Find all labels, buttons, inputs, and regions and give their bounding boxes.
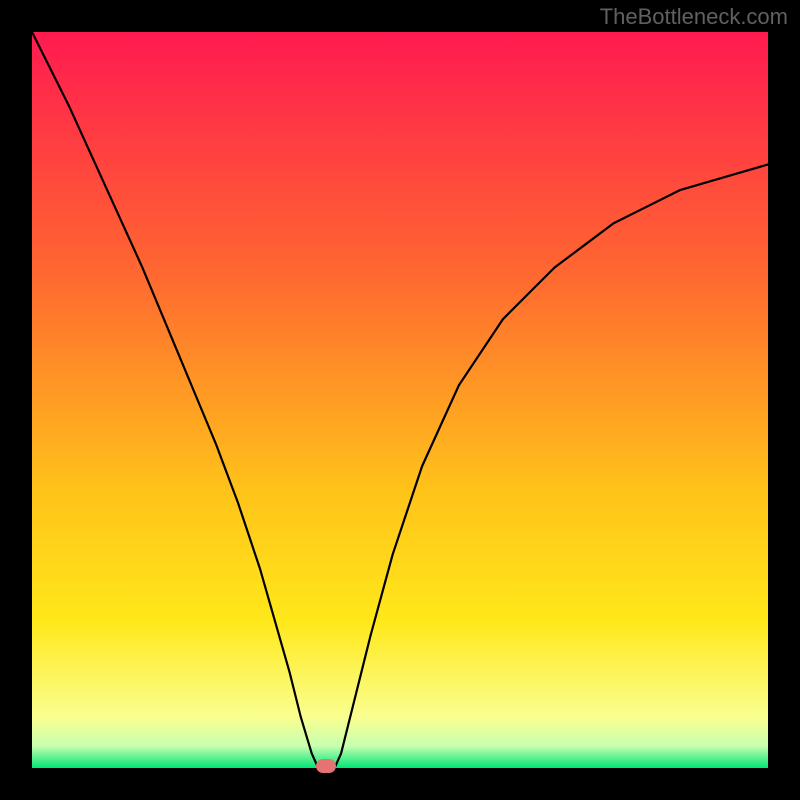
min-marker	[316, 759, 336, 773]
watermark-text: TheBottleneck.com	[600, 4, 788, 30]
chart-plot-area	[32, 32, 768, 768]
curve-layer	[32, 32, 768, 768]
